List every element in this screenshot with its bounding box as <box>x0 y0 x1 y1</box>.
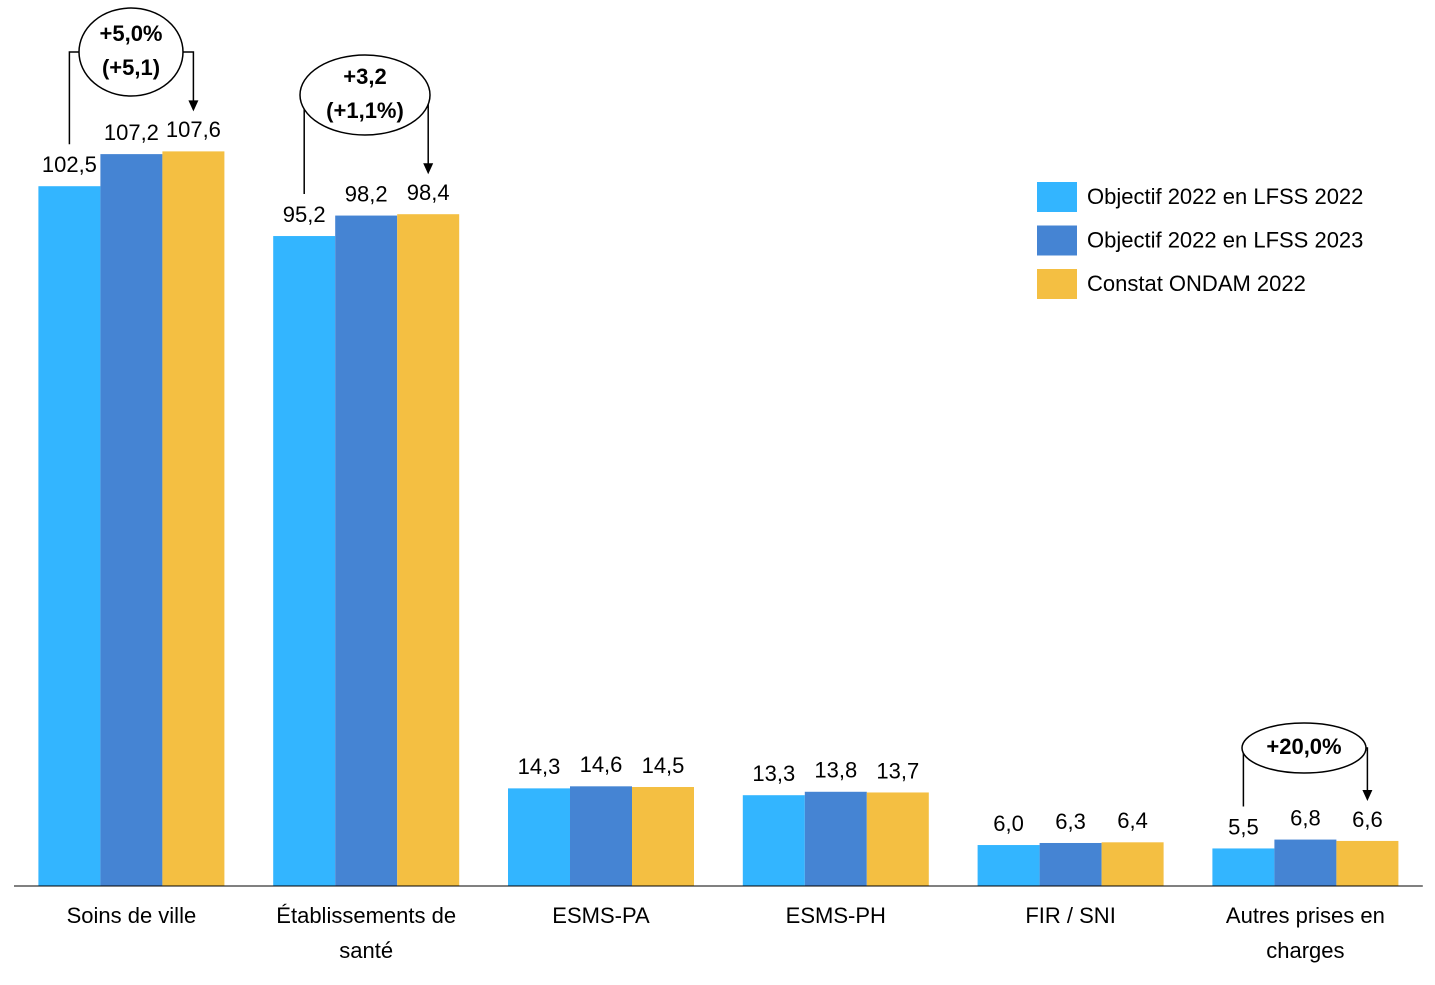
x-tick-label: Soins de ville <box>66 903 197 928</box>
data-label: 107,2 <box>104 120 159 145</box>
data-label: 6,3 <box>1055 809 1086 834</box>
bar <box>866 792 929 886</box>
annotation-bracket <box>1242 747 1245 807</box>
data-label: 14,5 <box>642 753 685 778</box>
legend-swatch <box>1037 269 1077 299</box>
data-label: 5,5 <box>1228 814 1259 839</box>
annotation-arrow <box>1362 789 1373 801</box>
bar <box>632 787 694 886</box>
data-label: 6,0 <box>993 811 1024 836</box>
annotation-bracket <box>68 51 79 145</box>
annotation-text: +3,2 <box>343 64 386 89</box>
bar <box>1039 842 1102 886</box>
data-label: 13,3 <box>752 761 795 786</box>
x-tick-label: FIR / SNI <box>1025 903 1116 928</box>
data-label: 6,8 <box>1290 805 1321 830</box>
data-label: 6,4 <box>1117 808 1148 833</box>
annotation-text: (+1,1%) <box>326 98 404 123</box>
data-label: 98,2 <box>345 181 388 206</box>
x-tick-label: Établissements de santé <box>276 903 457 963</box>
annotation-arrow <box>188 100 199 112</box>
legend-label: Objectif 2022 en LFSS 2022 <box>1087 184 1363 209</box>
bar <box>335 215 398 886</box>
bar <box>804 791 867 886</box>
data-label: 107,6 <box>166 117 221 142</box>
annotation-bracket <box>183 51 195 102</box>
legend-swatch <box>1037 225 1077 256</box>
data-label: 6,6 <box>1352 807 1383 832</box>
data-label: 13,7 <box>876 758 919 783</box>
annotation-bracket <box>1366 747 1369 791</box>
annotation-ellipse <box>1241 722 1367 774</box>
annotation-text: +5,0% <box>100 21 163 46</box>
data-label: 98,4 <box>407 180 450 205</box>
annotation-ellipse <box>78 7 184 97</box>
bar <box>397 214 460 887</box>
bar <box>977 845 1040 886</box>
data-label: 13,8 <box>814 758 857 783</box>
legend-label: Constat ONDAM 2022 <box>1087 271 1306 296</box>
bar <box>570 786 632 886</box>
bar <box>100 154 163 887</box>
data-label: 14,3 <box>518 754 561 779</box>
x-tick-label: ESMS-PA <box>552 903 650 928</box>
bar <box>742 795 805 886</box>
annotation-text: (+5,1) <box>102 55 160 80</box>
data-label: 95,2 <box>283 202 326 227</box>
bar <box>1101 842 1164 886</box>
annotation-text: +20,0% <box>1266 734 1341 759</box>
bar <box>508 788 570 886</box>
annotation-ellipse <box>299 54 431 136</box>
data-label: 14,6 <box>580 752 623 777</box>
legend-label: Objectif 2022 en LFSS 2023 <box>1087 227 1363 252</box>
bar <box>1212 848 1275 886</box>
bar <box>38 186 101 887</box>
data-label: 102,5 <box>42 152 97 177</box>
x-tick-label: ESMS-PH <box>785 903 886 928</box>
annotation-arrow <box>423 163 434 175</box>
bar <box>1274 839 1337 886</box>
bar <box>273 236 336 886</box>
bar <box>1336 840 1399 886</box>
legend-swatch <box>1037 182 1077 212</box>
x-tick-label: Autres prises en charges <box>1225 903 1385 963</box>
bar <box>162 151 225 887</box>
